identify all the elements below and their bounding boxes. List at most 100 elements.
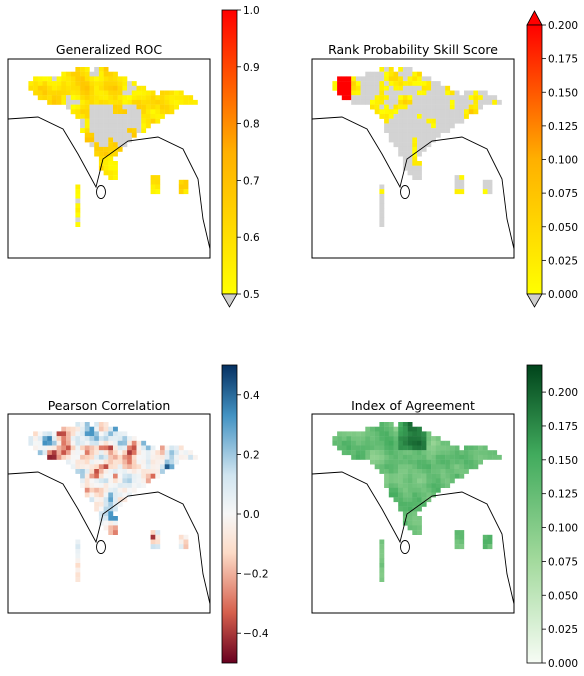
heatmap-cell [117,137,123,143]
heatmap-cell [393,454,399,460]
heatmap-cell [75,469,81,474]
heatmap-cell [454,459,460,465]
heatmap-cell [379,76,385,82]
heatmap-cell [492,95,498,101]
heatmap-cell [426,497,432,503]
heatmap-cell [75,563,81,568]
heatmap-cell [355,90,361,96]
heatmap-cell [113,501,118,507]
heatmap-cell [61,95,67,101]
heatmap-cell [47,445,53,451]
heatmap-cell [365,85,371,91]
heatmap-cell [136,99,142,105]
heatmap-cell [131,459,137,465]
heatmap-cell [440,483,446,488]
heatmap-cell [94,76,100,82]
heatmap-cell [449,109,455,115]
heatmap-cell [183,450,189,456]
heatmap-cell [61,81,67,86]
heatmap-cell [75,440,81,446]
heatmap-cell [402,142,408,148]
heatmap-cell [117,85,123,91]
heatmap-cell [412,71,418,77]
heatmap-cell [417,137,422,143]
heatmap-cell [365,71,371,77]
heatmap-cell [473,464,479,470]
heatmap-cell [412,464,418,470]
heatmap-cell [108,445,114,451]
heatmap-cell [384,104,389,110]
heatmap-cell [80,99,85,105]
heatmap-cell [80,436,85,441]
heatmap-cell [98,81,104,86]
heatmap-cell [84,478,90,484]
heatmap-cell [127,454,132,460]
heatmap-cell [412,478,418,484]
sri-lanka-outline [400,540,410,554]
heatmap-cell [360,431,366,437]
heatmap-cell [70,85,76,91]
heatmap-cell [33,440,38,446]
heatmap-cell [108,95,114,101]
heatmap-cell [89,118,95,124]
heatmap-cell [412,85,418,91]
heatmap-cell [370,440,375,446]
heatmap-cell [122,464,128,470]
heatmap-cell [407,128,413,133]
heatmap-cell [127,450,132,456]
heatmap-cell [98,132,104,138]
heatmap-cell [370,85,375,91]
heatmap-cell [468,454,474,460]
heatmap-cell [141,445,147,451]
heatmap-cell [131,450,137,456]
heatmap-cell [66,99,71,105]
heatmap-cell [355,454,361,460]
heatmap-cell [117,104,123,110]
heatmap-cell [98,487,104,493]
heatmap-cell [66,431,71,437]
heatmap-cell [435,95,441,101]
heatmap-cell [174,104,179,110]
heatmap-cell [188,99,194,105]
heatmap-cell [407,497,413,503]
heatmap-cell [61,85,67,91]
heatmap-cell [145,459,151,465]
heatmap-cell [131,473,137,479]
heatmap-cell [402,123,408,129]
heatmap-cell [421,90,427,96]
heatmap-cell [80,128,85,133]
heatmap-cell [169,104,175,110]
heatmap-cell [94,90,100,96]
heatmap-cell [155,118,161,124]
colorbar-bar-pearson [221,364,238,664]
heatmap-cell [398,137,404,143]
heatmap-cell [192,454,198,460]
colorbar-ticks-rpss: 0.0000.0250.0500.0750.1000.1250.1500.175… [542,20,578,301]
heatmap-cell [421,492,427,498]
heatmap-cell [113,445,118,451]
heatmap-cell [417,450,422,456]
heatmap-cell [84,123,90,129]
heatmap-cell [417,95,422,101]
heatmap-cell [155,454,161,460]
heatmap-cell [388,118,394,124]
heatmap-cell [355,99,361,105]
heatmap-cell [98,165,104,171]
heatmap-cell [150,104,156,110]
heatmap-cell [117,469,123,474]
heatmap-cell [150,189,156,195]
heatmap-cell [487,99,493,105]
heatmap-cell [108,118,114,124]
heatmap-cell [426,450,432,456]
heatmap-cell [70,436,76,441]
heatmap-cell [370,95,375,101]
heatmap-cell [98,99,104,105]
heatmap-cell [417,123,422,129]
heatmap-cell [37,440,43,446]
heatmap-cell [84,137,90,143]
heatmap-cell [454,114,460,119]
heatmap-cell [412,95,418,101]
heatmap-cell [412,473,418,479]
heatmap-cell [174,95,179,101]
